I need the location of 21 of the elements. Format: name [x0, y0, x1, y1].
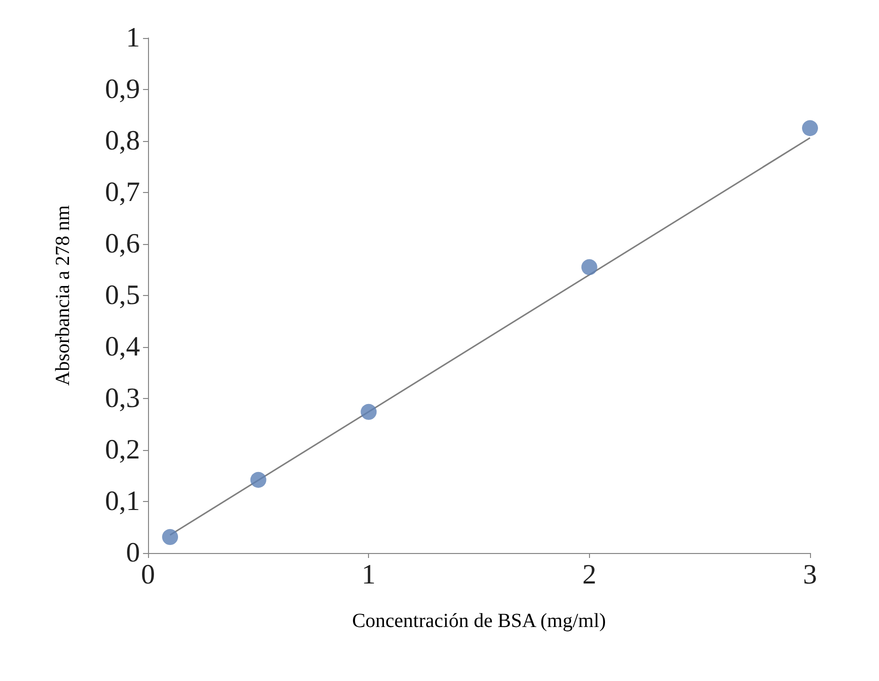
point — [802, 120, 818, 136]
y-tick-label: 0,8 — [105, 126, 140, 156]
y-tick-label: 0,2 — [105, 434, 140, 466]
y-tick-label: 0,9 — [105, 74, 140, 105]
y-tick-label: 0,3 — [105, 383, 140, 414]
y-tick-label: 0,5 — [105, 280, 140, 311]
point — [581, 259, 598, 276]
x-tick-label: 2 — [582, 560, 596, 590]
x-tick-label: 1 — [362, 560, 376, 590]
y-tick-label: 0,1 — [105, 486, 140, 517]
y-axis-title: Absorbancia a 278 nm — [52, 204, 74, 386]
x-tick-label: 3 — [803, 560, 817, 590]
point — [360, 404, 377, 420]
y-tick-label: 0,4 — [105, 332, 140, 362]
point — [162, 529, 178, 546]
y-tick-label: 1 — [126, 22, 140, 54]
y-tick-label: 0,7 — [105, 177, 140, 208]
point — [250, 472, 266, 488]
y-tick-label: 0,6 — [105, 228, 140, 260]
x-axis-title: Concentración de BSA (mg/ml) — [352, 610, 606, 632]
y-tick-label: 0 — [126, 538, 140, 568]
